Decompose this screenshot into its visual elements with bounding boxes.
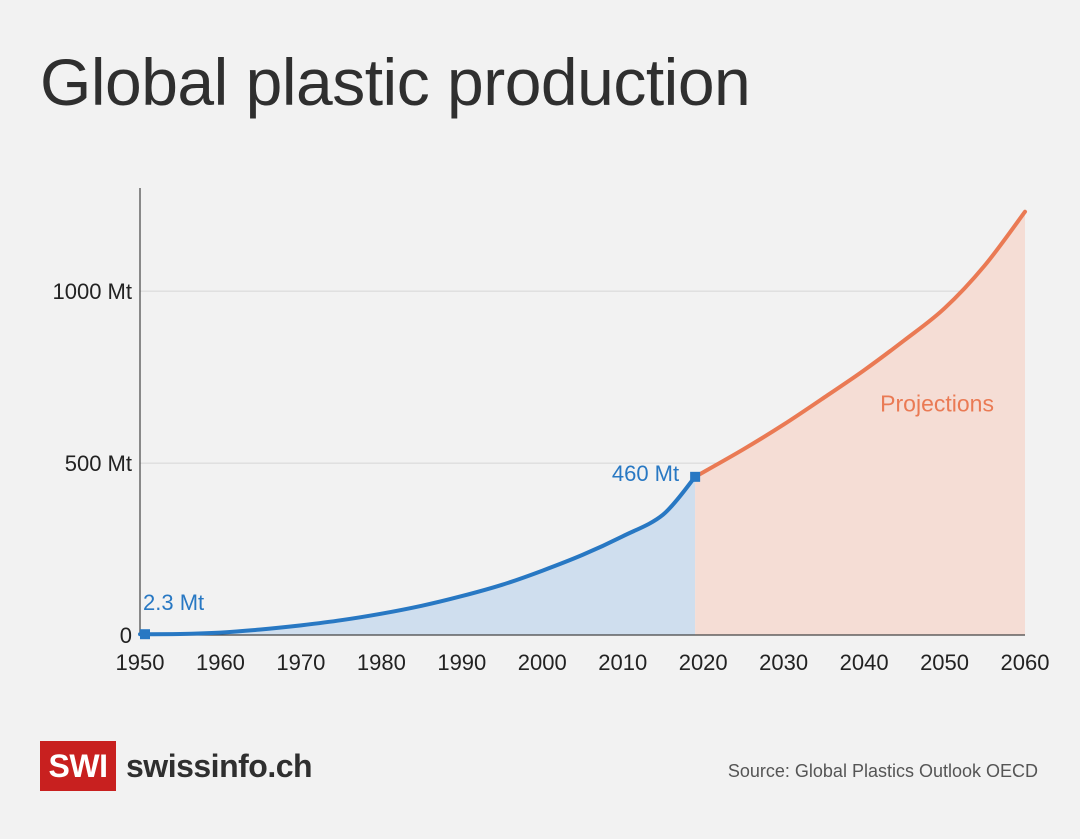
y-tick-label: 500 Mt	[65, 451, 132, 476]
x-tick-label: 1980	[357, 650, 406, 675]
projection-series-line	[693, 209, 1027, 479]
historical-area-fill	[140, 476, 696, 635]
x-tick-label: 2020	[679, 650, 728, 675]
x-tick-label: 1970	[276, 650, 325, 675]
x-tick-label: 2050	[920, 650, 969, 675]
start-point-marker	[140, 629, 150, 640]
start-value-label: 2.3 Mt	[143, 590, 204, 615]
chart-title: Global plastic production	[40, 45, 751, 119]
x-tick-label: 2000	[518, 650, 567, 675]
end-point-marker	[690, 471, 701, 482]
swi-badge: SWI	[40, 741, 116, 791]
x-tick-label: 1990	[437, 650, 486, 675]
brand-name: swissinfo.ch	[126, 747, 313, 784]
swissinfo-logo[interactable]: SWI swissinfo.ch	[40, 741, 313, 791]
x-tick-label: 1960	[196, 650, 245, 675]
source-note: Source: Global Plastics Outlook OECD	[727, 761, 1038, 781]
projection-area-fill	[695, 211, 1025, 635]
x-tick-label: 2040	[840, 650, 889, 675]
x-tick-label: 2010	[598, 650, 647, 675]
x-tick-label: 2030	[759, 650, 808, 675]
x-axis-ticks: 1950 1960 1970 1980 1990 2000 2010 2020 2030 2040…	[116, 650, 1050, 675]
y-tick-label: 0	[120, 623, 132, 648]
end-value-label: 460 Mt	[612, 461, 679, 486]
projections-label: Projections	[880, 391, 994, 417]
y-axis-ticks: 0 500 Mt 1000 Mt	[53, 279, 133, 648]
x-tick-label: 1950	[116, 650, 165, 675]
x-tick-label: 2060	[1001, 650, 1050, 675]
y-tick-label: 1000 Mt	[53, 279, 133, 304]
historical-series-line	[138, 474, 698, 637]
